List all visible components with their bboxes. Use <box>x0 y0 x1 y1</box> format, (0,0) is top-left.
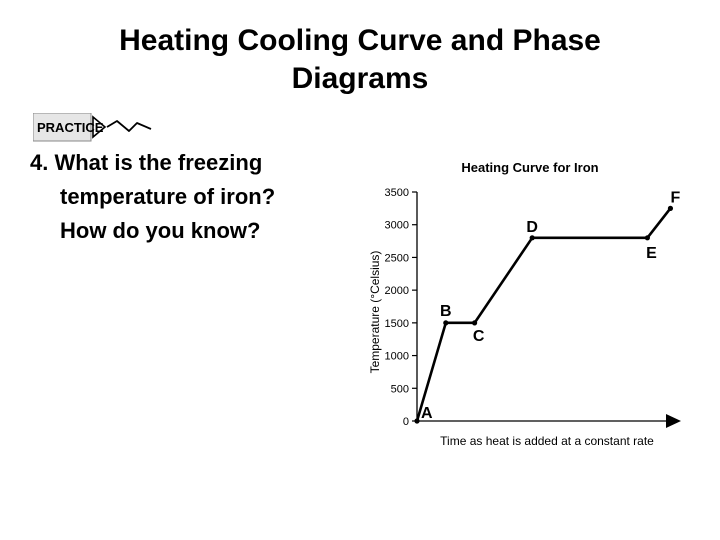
point-label-a: A <box>421 405 433 422</box>
y-tick-label-3500: 3500 <box>385 187 409 199</box>
chart-title: Heating Curve for Iron <box>461 160 598 175</box>
slide-title: Heating Cooling Curve and Phase Diagrams <box>60 22 660 98</box>
y-tick-label-1000: 1000 <box>385 351 409 363</box>
y-tick-label-2500: 2500 <box>385 252 409 264</box>
slide-title-line1: Heating Cooling Curve and Phase <box>119 24 601 57</box>
point-label-e: E <box>646 245 657 262</box>
question-line-2: temperature of iron? <box>60 184 276 209</box>
data-point-d <box>529 235 535 241</box>
play-arrow-icon <box>92 115 107 139</box>
practice-badge-label: PRACTICE <box>37 120 104 135</box>
y-tick-label-3000: 3000 <box>385 220 409 232</box>
point-label-f: F <box>671 189 681 206</box>
y-tick-label-1500: 1500 <box>385 318 409 330</box>
question-text: 4. What is the freezing temperature of i… <box>30 146 350 248</box>
y-axis-label: Temperature (°Celsius) <box>368 251 382 374</box>
point-label-b: B <box>440 303 452 320</box>
data-point-c <box>472 320 478 326</box>
point-label-d: D <box>526 219 538 236</box>
question-line-1: 4. What is the freezing <box>30 150 263 175</box>
x-axis-arrowhead <box>666 414 681 428</box>
practice-badge: PRACTICE <box>33 113 152 142</box>
data-point-f <box>667 205 674 211</box>
y-tick-label-0: 0 <box>403 416 409 428</box>
data-point-b <box>443 320 449 326</box>
question-line-3: How do you know? <box>60 218 261 243</box>
data-point-e <box>644 235 651 241</box>
x-axis-label: Time as heat is added at a constant rate <box>440 434 654 448</box>
series-layer: A B C D E F <box>414 189 681 424</box>
y-tick-label-500: 500 <box>391 383 409 395</box>
slide-title-line2: Diagrams <box>291 62 429 95</box>
heating-curve-line <box>415 207 672 422</box>
y-tick-label-2000: 2000 <box>385 285 409 297</box>
point-label-c: C <box>473 328 485 345</box>
data-point-a <box>414 418 420 424</box>
y-ticks: 0 500 1000 1500 2000 2500 3000 3500 <box>385 187 417 428</box>
pencil-scribble-icon <box>106 120 152 132</box>
